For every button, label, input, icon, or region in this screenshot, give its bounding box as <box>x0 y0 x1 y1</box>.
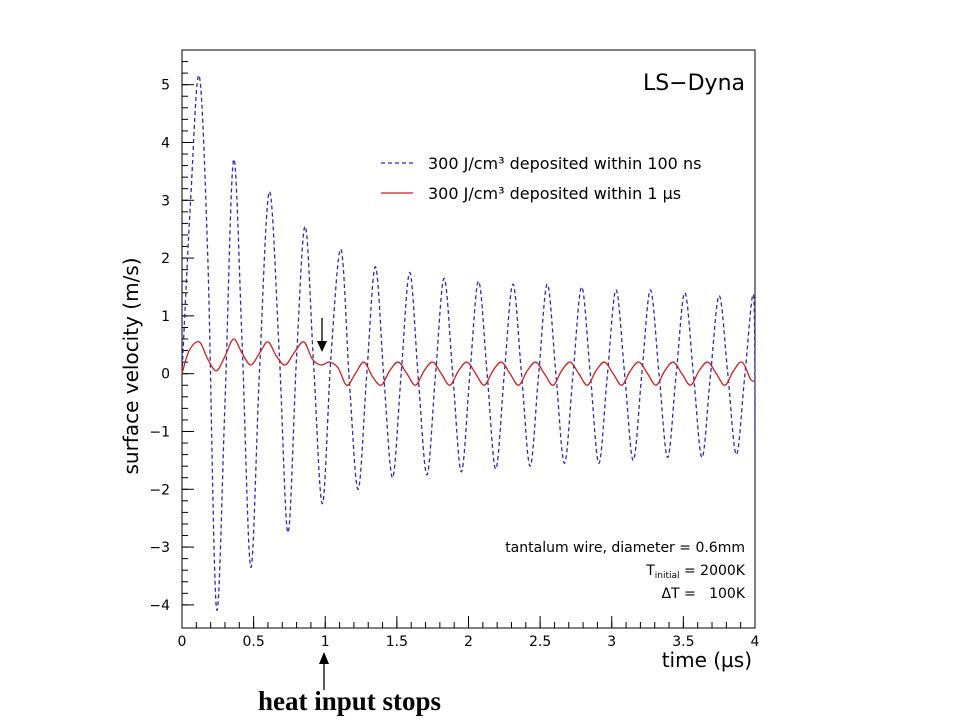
legend: 300 J/cm³ deposited within 100 ns 300 J/… <box>381 154 701 203</box>
y-tick-label: 3 <box>161 193 170 209</box>
caption-heat-input-stops: heat input stops <box>258 686 442 716</box>
axis-ticks: 0 0.5 1 1.5 2 2.5 3 3.5 4 −4 −3 −2 −1 0 1 2 3 4 5 <box>149 61 760 650</box>
y-tick-label: −4 <box>149 598 170 614</box>
series-line-1 <box>181 74 756 611</box>
x-tick-label: 2 <box>464 634 473 650</box>
x-tick-label: 0.5 <box>242 634 264 650</box>
legend-label-series-2: 300 J/cm³ deposited within 1 µs <box>428 184 681 203</box>
note-delta-temp: ΔT = 100K <box>661 586 745 602</box>
x-tick-label: 3.5 <box>672 634 694 650</box>
arrow-in-plot <box>317 318 327 352</box>
note-initial-temp: Tinitial = 2000K <box>645 563 746 581</box>
series-line-2 <box>181 338 756 386</box>
notes: tantalum wire, diameter = 0.6mm Tinitial… <box>505 540 746 602</box>
x-tick-label: 1 <box>321 634 330 650</box>
y-tick-label: 4 <box>161 135 170 151</box>
note-t-value: = 2000K <box>680 563 746 579</box>
y-tick-label: 5 <box>161 78 170 94</box>
x-tick-label: 0 <box>178 634 187 650</box>
series-layer <box>181 74 756 611</box>
watermark: LS−Dyna <box>643 71 745 96</box>
note-t-subscript: initial <box>655 571 680 581</box>
x-tick-label: 2.5 <box>529 634 551 650</box>
x-axis-title: time (µs) <box>662 648 752 672</box>
x-tick-label: 1.5 <box>386 634 408 650</box>
x-tick-label: 4 <box>751 634 760 650</box>
y-tick-label: 2 <box>161 251 170 267</box>
arrow-caption <box>319 652 329 690</box>
y-tick-label: −3 <box>149 540 170 556</box>
note-material: tantalum wire, diameter = 0.6mm <box>505 540 745 556</box>
note-t-symbol: T <box>645 563 655 579</box>
y-tick-label: 0 <box>161 367 170 383</box>
legend-label-series-1: 300 J/cm³ deposited within 100 ns <box>428 154 701 173</box>
y-tick-label: −2 <box>149 482 170 498</box>
y-axis-title: surface velocity (m/s) <box>119 257 143 474</box>
y-tick-label: 1 <box>161 309 170 325</box>
x-tick-label: 3 <box>607 634 616 650</box>
y-tick-label: −1 <box>149 424 170 440</box>
